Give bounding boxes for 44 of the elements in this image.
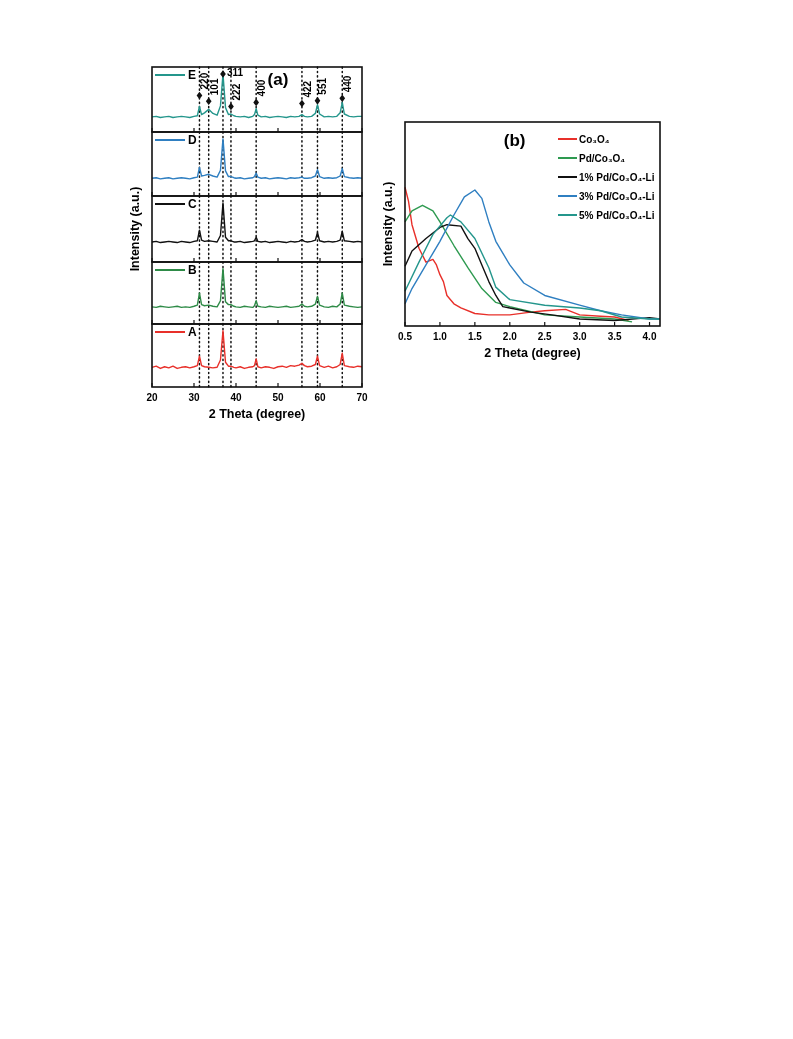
legend-label: D — [188, 133, 197, 147]
x-tick-label: 60 — [314, 392, 326, 403]
point — [253, 98, 260, 107]
annotation: 222 — [230, 83, 242, 101]
legend-label: B — [188, 263, 197, 277]
point — [314, 96, 321, 105]
legend-label: Co₃O₄ — [579, 134, 610, 145]
point — [196, 91, 203, 100]
text: (b) — [503, 131, 526, 150]
legend-label: E — [188, 68, 197, 82]
annotation: 551 — [317, 77, 329, 95]
x-tick-label: 2.0 — [502, 331, 518, 342]
annotation: 440 — [342, 75, 354, 93]
annotation: (a) — [267, 70, 289, 89]
point — [205, 97, 212, 106]
x-tick-label: 1.0 — [432, 331, 448, 342]
x-tick-label: 3.5 — [607, 331, 622, 342]
point — [339, 94, 346, 103]
x-tick-label: 30 — [188, 392, 200, 403]
legend-label: 5% Pd/Co₃O₄-Li — [579, 210, 655, 221]
legend-label: 1% Pd/Co₃O₄-Li — [579, 172, 655, 183]
point — [220, 70, 226, 78]
legend-label: 3% Pd/Co₃O₄-Li — [579, 191, 655, 202]
legend-label: A — [188, 325, 197, 339]
x-tick-label: 70 — [356, 392, 368, 403]
y-axis-title: Intensity (a.u.) — [381, 181, 395, 267]
annotation: 220 — [199, 72, 211, 90]
annotation: 311 — [226, 66, 244, 78]
legend-label: Pd/Co₃O₄ — [579, 153, 626, 164]
annotation: 400 — [256, 79, 268, 97]
annotation: 101 — [208, 78, 220, 96]
x-tick-label: 1.5 — [467, 331, 483, 342]
x-tick-label: 3.0 — [572, 331, 588, 342]
x-tick-label: 4.0 — [642, 331, 657, 342]
annotation: 422 — [301, 80, 313, 98]
x-tick-label: 20 — [146, 392, 158, 403]
x-tick-label: 50 — [272, 392, 284, 403]
x-tick-label: 0.5 — [398, 331, 413, 342]
x-tick-label: 2.5 — [537, 331, 553, 342]
x-axis-title: 2 Theta (degree) — [484, 346, 581, 360]
x-axis-title: 2 Theta (degree) — [208, 407, 306, 421]
legend-label: C — [188, 197, 197, 211]
y-axis-title: Intensity (a.u.) — [128, 186, 142, 272]
x-tick-label: 40 — [230, 392, 242, 403]
